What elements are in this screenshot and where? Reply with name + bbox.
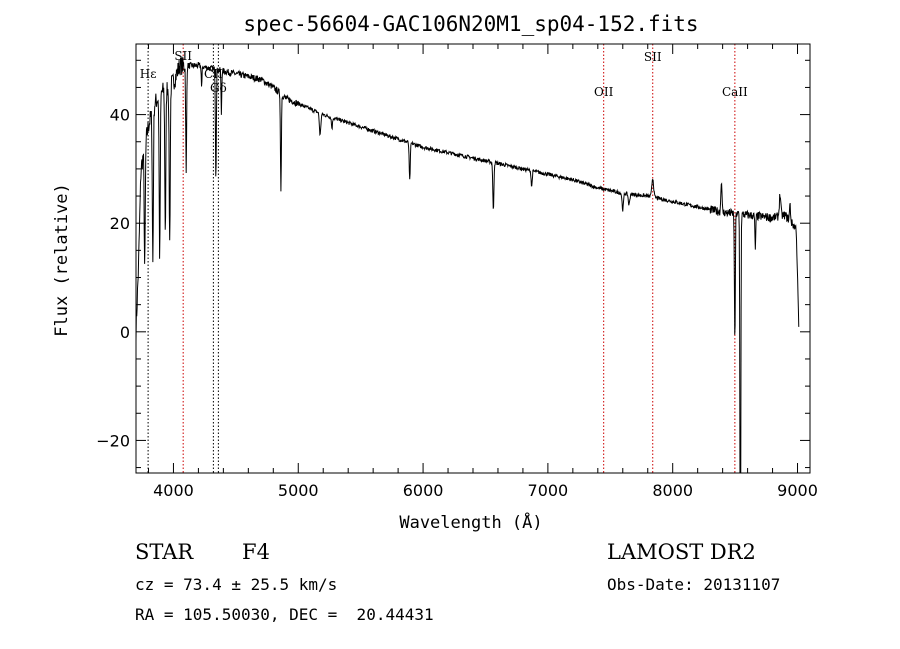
chart-title: spec-56604-GAC106N20M1_sp04-152.fits [243, 12, 698, 36]
plot-area: 4000 5000 6000 7000 8000 9000 −20 0 20 40 Hε SII CII… [96, 43, 818, 500]
x-tick-label-6000: 6000 [403, 481, 444, 500]
y-tick-label-0: 0 [120, 323, 130, 342]
redshift-velocity: cz = 73.4 ± 25.5 km/s [135, 575, 338, 594]
line-label-1: SII [174, 49, 192, 63]
y-tick-label-40: 40 [110, 106, 130, 125]
line-label-2: CII [204, 67, 223, 81]
y-axis-label: Flux (relative) [52, 183, 72, 337]
spectrum-line [136, 56, 800, 473]
line-label-4: OII [594, 85, 614, 99]
observation-date: Obs-Date: 20131107 [607, 575, 781, 594]
line-label-0: Hε [140, 67, 157, 81]
x-axis-label: Wavelength (Å) [399, 511, 542, 533]
object-subclass: F4 [242, 540, 270, 564]
line-label-3: Gδ [210, 81, 227, 95]
x-tick-label-7000: 7000 [528, 481, 569, 500]
line-label-5: SII [644, 50, 662, 64]
object-class: STAR [135, 540, 194, 564]
line-label-6: CaII [722, 85, 748, 99]
y-tick-label--20: −20 [96, 431, 130, 450]
x-tick-label-9000: 9000 [777, 481, 818, 500]
coordinates: RA = 105.50030, DEC = 20.44431 [135, 605, 434, 624]
x-tick-label-4000: 4000 [153, 481, 194, 500]
plot-frame [135, 43, 811, 474]
y-tick-label-20: 20 [110, 214, 130, 233]
x-tick-label-8000: 8000 [652, 481, 693, 500]
survey-name: LAMOST DR2 [607, 540, 756, 564]
x-tick-label-5000: 5000 [278, 481, 319, 500]
